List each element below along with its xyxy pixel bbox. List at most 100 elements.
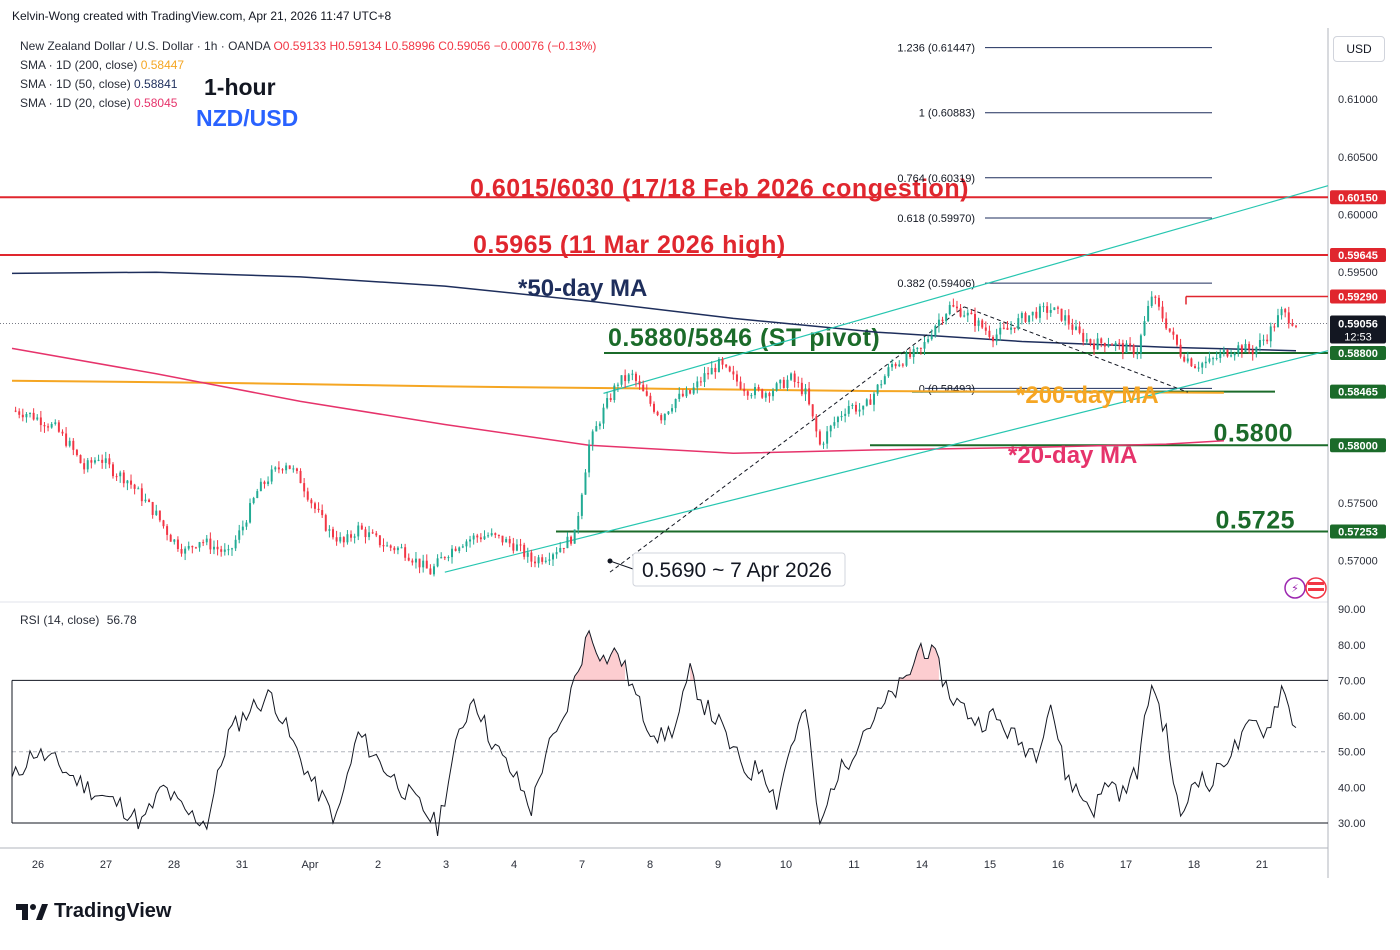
- candle-body: [342, 537, 345, 543]
- candle-body: [1183, 356, 1186, 362]
- candle-body: [234, 539, 237, 549]
- level-price-tag: [1330, 247, 1386, 262]
- candle-body: [465, 541, 468, 547]
- currency-button[interactable]: USD: [1333, 36, 1385, 62]
- candle-body: [1240, 345, 1243, 353]
- candle-body: [191, 546, 194, 548]
- level-price-tag: [1330, 438, 1386, 453]
- candle-body: [140, 488, 143, 502]
- candle-body: [1230, 355, 1233, 357]
- time-tick-label: 11: [848, 859, 859, 871]
- rsi-overbought-fill: [574, 630, 626, 681]
- candle-body: [292, 468, 295, 470]
- candle-body: [1078, 326, 1081, 333]
- candle-body: [497, 534, 500, 536]
- channel-upper: [603, 185, 1329, 394]
- candle-body: [649, 395, 652, 404]
- candle-body: [137, 488, 140, 490]
- time-tick-label: 4: [511, 859, 517, 871]
- candle-body: [927, 339, 930, 342]
- candle-body: [50, 423, 53, 428]
- candle-body: [1056, 307, 1059, 309]
- candle-body: [1222, 349, 1225, 353]
- candle-body: [324, 515, 327, 531]
- ohlc-close: C0.59056: [438, 39, 491, 53]
- candle-body: [898, 364, 901, 367]
- candle-body: [717, 358, 720, 373]
- candle-body: [616, 384, 619, 386]
- candle-body: [1212, 358, 1215, 360]
- candle-body: [836, 417, 839, 423]
- candle-body: [941, 319, 944, 322]
- level-price-tag: [1330, 190, 1386, 205]
- candle-body: [231, 548, 234, 550]
- candle-body: [108, 458, 111, 465]
- candle-body: [306, 491, 309, 500]
- candle-body: [360, 525, 363, 530]
- sma200-legend[interactable]: SMA · 1D (200, close) 0.58447: [20, 58, 184, 72]
- candle-body: [894, 364, 897, 367]
- candle-body: [487, 535, 490, 537]
- candle-body: [158, 510, 161, 521]
- candle-body: [115, 476, 118, 478]
- rsi-legend[interactable]: RSI (14, close) 56.78: [20, 613, 137, 627]
- candle-body: [1219, 352, 1222, 358]
- candle-body: [508, 538, 511, 544]
- rsi-tick-label: 90.00: [1338, 604, 1366, 616]
- candle-body: [818, 431, 821, 445]
- candle-body: [274, 467, 277, 470]
- candle-body: [1089, 339, 1092, 344]
- low-callout-box: [632, 552, 846, 587]
- candle-body: [447, 557, 450, 559]
- candle-body: [887, 367, 890, 377]
- price-tick-label: 0.61000: [1338, 94, 1378, 106]
- candle-body: [263, 481, 266, 485]
- sma20-annotation: *20-day MA: [1008, 442, 1137, 469]
- candle-body: [245, 522, 248, 527]
- candle-body: [750, 395, 753, 397]
- candle-body: [1295, 325, 1297, 327]
- candle-body: [375, 533, 378, 536]
- time-tick-label: Apr: [301, 859, 318, 871]
- candle-body: [1035, 311, 1038, 318]
- candle-body: [519, 544, 522, 546]
- candle-body: [277, 467, 280, 470]
- candle-body: [187, 546, 190, 549]
- candle-body: [209, 538, 212, 550]
- candle-body: [728, 366, 731, 372]
- candle-body: [1125, 343, 1128, 353]
- candle-body: [1226, 349, 1229, 357]
- level-label: 0.5800: [1214, 419, 1293, 447]
- pair-title: NZD/USD: [196, 105, 299, 131]
- sma20-legend[interactable]: SMA · 1D (20, close) 0.58045: [20, 96, 177, 110]
- candle-body: [891, 364, 894, 368]
- fib-label: 0.618 (0.59970): [897, 213, 975, 225]
- candle-body: [869, 399, 872, 405]
- candle-body: [775, 383, 778, 391]
- candle-body: [710, 367, 713, 375]
- candle-body: [1157, 297, 1160, 307]
- candle-body: [1150, 296, 1153, 307]
- candle-body: [696, 381, 699, 388]
- candle-body: [281, 469, 284, 471]
- candle-body: [876, 384, 879, 394]
- candle-body: [1194, 366, 1197, 369]
- candle-body: [216, 546, 219, 550]
- candle-body: [862, 405, 865, 410]
- tradingview-logo[interactable]: TradingView: [14, 900, 171, 923]
- candle-body: [779, 379, 782, 384]
- candle-body: [1233, 353, 1236, 356]
- tradingview-logo-icon: [16, 903, 48, 920]
- rsi-tick-label: 60.00: [1338, 711, 1366, 723]
- candle-body: [1028, 315, 1031, 322]
- sma50-value: 0.58841: [134, 77, 178, 91]
- candle-body: [212, 546, 215, 550]
- candle-body: [126, 480, 129, 484]
- candle-body: [339, 537, 342, 542]
- candle-body: [1103, 343, 1106, 347]
- sma50-legend[interactable]: SMA · 1D (50, close) 0.58841: [20, 77, 177, 91]
- candle-body: [1204, 361, 1207, 364]
- candle-body: [1273, 326, 1276, 328]
- candle-body: [822, 443, 825, 445]
